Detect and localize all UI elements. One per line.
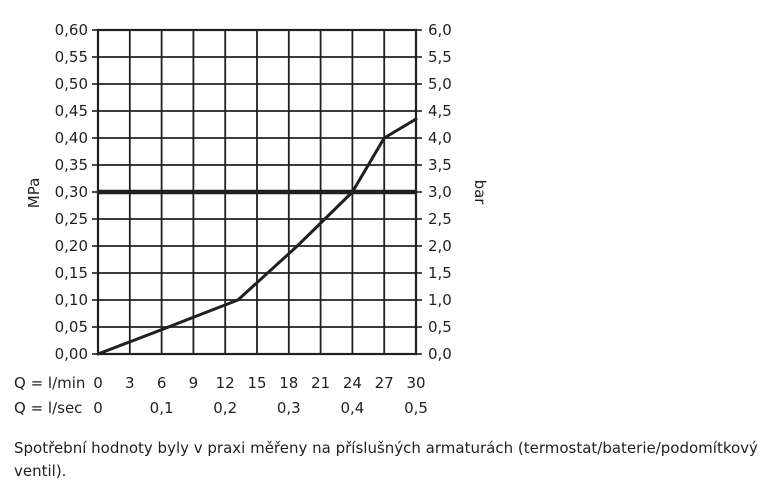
x-tick-label-lpm: 18 xyxy=(279,374,298,392)
x-tick-label-lpm: 12 xyxy=(216,374,235,392)
y-tick-label-right: 5,0 xyxy=(428,75,452,93)
y-tick-label-right: 4,0 xyxy=(428,129,452,147)
x-tick-label-lpm: 9 xyxy=(189,374,199,392)
chart-caption: Spotřební hodnoty byly v praxi měřeny na… xyxy=(14,439,758,480)
y-ticks-right: 0,0 0,5 1,0 1,5 2,0 2,5 3,0 3,5 4,0 4,5 5,0 5,5 6,0 xyxy=(428,21,452,363)
x-tick-label-lpm: 3 xyxy=(125,374,135,392)
x-tick-label-lpm: 27 xyxy=(375,374,394,392)
x-tick-label-lpm: 6 xyxy=(157,374,167,392)
series-line xyxy=(96,117,418,356)
y-tick-label-right: 6,0 xyxy=(428,21,452,39)
y-tick-label-left: 0,30 xyxy=(55,183,88,201)
y-tick-label-right: 2,0 xyxy=(428,237,452,255)
y-tick-label-left: 0,05 xyxy=(55,318,88,336)
y-tick-label-right: 5,5 xyxy=(428,48,452,66)
x-axis-label-lpm: Q = l/min xyxy=(14,374,85,392)
y-tick-label-left: 0,00 xyxy=(55,345,88,363)
y-tick-label-right: 2,5 xyxy=(428,210,452,228)
y-axis-label-right: bar xyxy=(471,180,489,206)
y-tick-label-left: 0,20 xyxy=(55,237,88,255)
y-tick-label-left: 0,60 xyxy=(55,21,88,39)
pressure-flow-chart: 0,000,050,100,150,200,250,300,350,400,45… xyxy=(14,21,489,417)
x-tick-label-lps: 0,1 xyxy=(150,399,174,417)
x-tick-label-lpm: 30 xyxy=(406,374,425,392)
x-ticks-lpm: 0 3 6 9 12 15 18 21 24 27 30 xyxy=(93,374,425,392)
x-tick-label-lps: 0 xyxy=(93,399,103,417)
y-tick-label-left: 0,55 xyxy=(55,48,88,66)
y-tick-label-left: 0,15 xyxy=(55,264,88,282)
x-tick-label-lpm: 15 xyxy=(247,374,266,392)
y-ticks-left: 0,00 0,05 0,10 0,15 0,20 0,25 0,30 0,35 0,40 0,45… xyxy=(55,21,88,363)
x-axis-label-lps: Q = l/sec xyxy=(14,399,82,417)
y-tick-label-left: 0,40 xyxy=(55,129,88,147)
y-tick-label-right: 4,5 xyxy=(428,102,452,120)
x-tick-label-lps: 0,2 xyxy=(213,399,237,417)
y-tick-label-left: 0,10 xyxy=(55,291,88,309)
y-tick-label-right: 3,0 xyxy=(428,183,452,201)
y-axis-label-left: MPa xyxy=(25,178,43,209)
y-tick-label-left: 0,45 xyxy=(55,102,88,120)
series-group xyxy=(96,117,418,356)
y-tick-label-right: 0,0 xyxy=(428,345,452,363)
x-tick-label-lpm: 0 xyxy=(93,374,103,392)
x-tick-label-lps: 0,4 xyxy=(340,399,364,417)
y-tick-label-right: 3,5 xyxy=(428,156,452,174)
y-tick-label-right: 0,5 xyxy=(428,318,452,336)
y-tick-label-right: 1,5 xyxy=(428,264,452,282)
x-tick-label-lps: 0,5 xyxy=(404,399,428,417)
x-ticks-lps: 0 0,1 0,2 0,3 0,4 0,5 xyxy=(93,399,428,417)
y-tick-label-left: 0,25 xyxy=(55,210,88,228)
y-tick-label-right: 1,0 xyxy=(428,291,452,309)
x-tick-label-lpm: 24 xyxy=(343,374,362,392)
y-tick-label-left: 0,50 xyxy=(55,75,88,93)
x-tick-label-lpm: 21 xyxy=(311,374,330,392)
y-tick-label-left: 0,35 xyxy=(55,156,88,174)
x-tick-label-lps: 0,3 xyxy=(277,399,301,417)
